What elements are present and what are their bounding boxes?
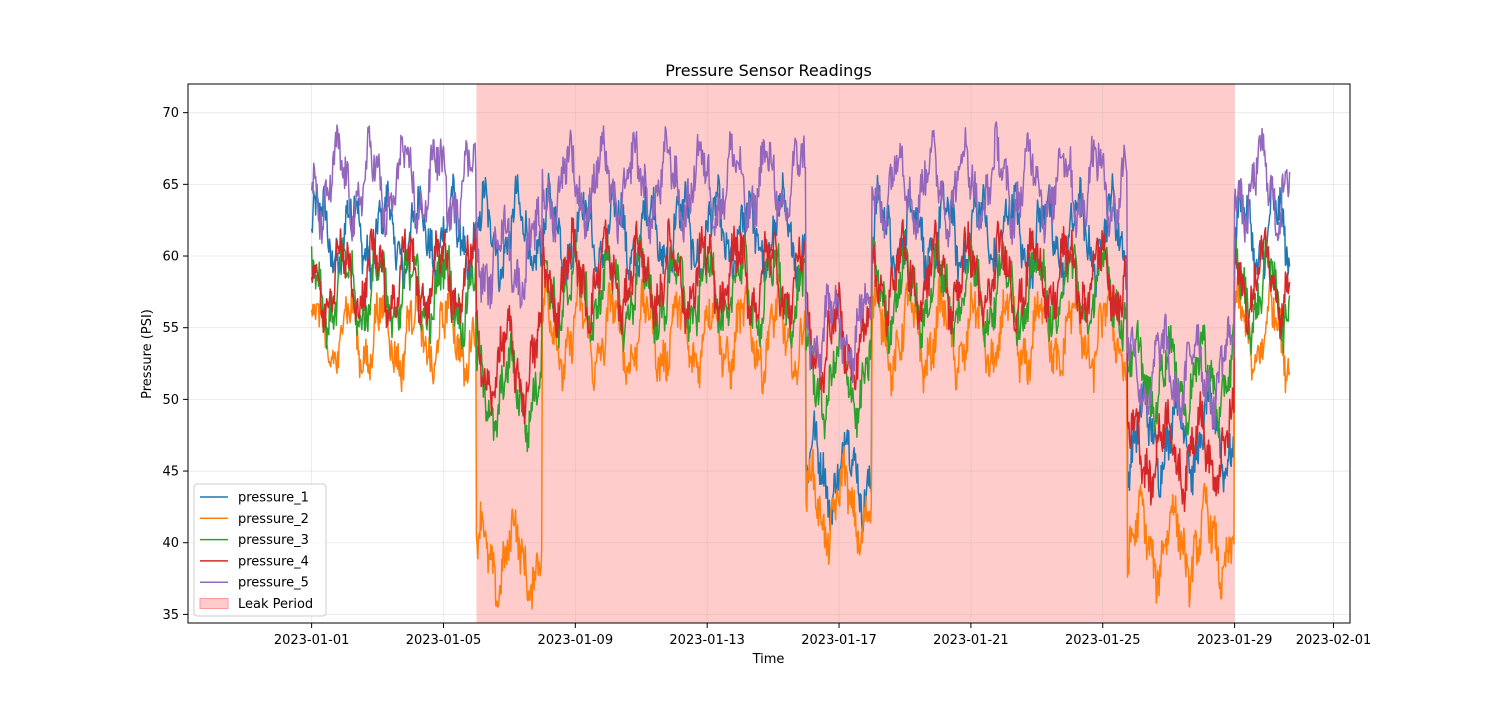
- legend-label: pressure_5: [238, 576, 309, 591]
- legend-box: [193, 483, 327, 617]
- x-tick-label: 2023-01-25: [1065, 633, 1141, 648]
- y-tick-label: 50: [162, 393, 179, 408]
- x-tick-label: 2023-01-09: [538, 633, 614, 648]
- y-tick-label: 70: [162, 106, 179, 121]
- plot-area: [188, 84, 1350, 623]
- legend-label: pressure_3: [238, 533, 309, 548]
- y-tick-label: 65: [162, 178, 179, 193]
- x-tick-label: 2023-01-29: [1197, 633, 1273, 648]
- legend-swatch-leak-period: [199, 598, 229, 609]
- legend-label: Leak Period: [238, 597, 313, 612]
- x-axis-label: Time: [752, 652, 785, 667]
- legend-label: pressure_1: [238, 491, 309, 506]
- y-tick-label: 40: [162, 536, 179, 551]
- y-tick-label: 45: [162, 465, 179, 480]
- y-tick-label: 60: [162, 250, 179, 265]
- x-tick-label: 2023-01-21: [933, 633, 1009, 648]
- x-tick-label: 2023-01-13: [669, 633, 745, 648]
- chart-title: Pressure Sensor Readings: [665, 61, 872, 80]
- plot-frame: [187, 83, 1351, 624]
- y-tick-label: 55: [162, 321, 179, 336]
- y-axis-label: Pressure (PSI): [140, 309, 155, 399]
- x-tick-label: 2023-01-17: [801, 633, 877, 648]
- x-tick-label: 2023-01-01: [274, 633, 350, 648]
- series-line-pressure_5: [310, 121, 1291, 430]
- y-tick-label: 35: [162, 608, 179, 623]
- x-tick-label: 2023-02-01: [1296, 633, 1372, 648]
- legend-label: pressure_2: [238, 512, 309, 527]
- x-tick-label: 2023-01-05: [406, 633, 482, 648]
- legend: pressure_1 pressure_2 pressure_3 pressure_4…: [193, 483, 327, 617]
- legend-label: pressure_4: [238, 554, 309, 569]
